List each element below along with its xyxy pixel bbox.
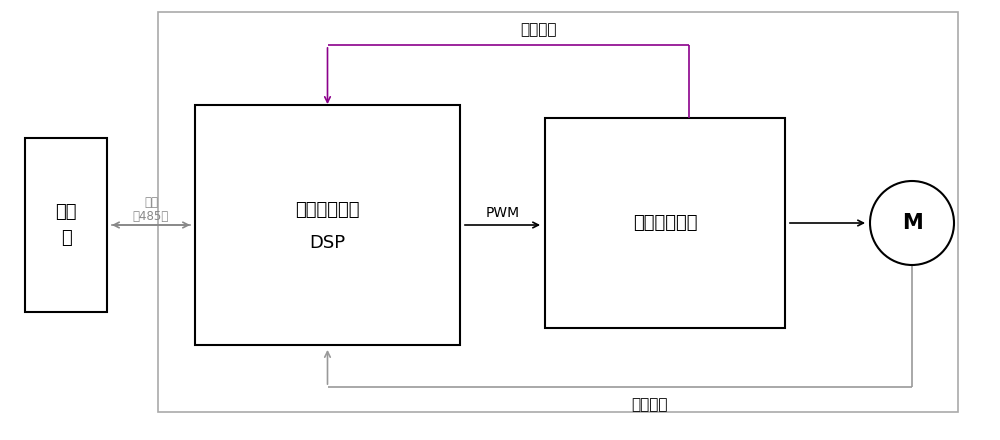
Bar [545,118,785,328]
Text: DSP: DSP [309,234,346,252]
Text: 电机驱动模块: 电机驱动模块 [633,214,697,232]
Text: 电机控制模块: 电机控制模块 [295,201,360,219]
Circle shape [870,181,954,265]
Text: 反馈信号: 反馈信号 [632,397,668,412]
Text: 电流反馈: 电流反馈 [520,22,556,37]
Text: M: M [902,213,922,233]
Text: 上位
机: 上位 机 [55,203,77,246]
Bar [195,105,460,345]
Text: （485）: （485） [133,210,169,224]
Bar [25,138,107,312]
Text: PWM: PWM [485,206,520,220]
Text: 串口: 串口 [144,197,158,209]
Bar [158,12,958,412]
